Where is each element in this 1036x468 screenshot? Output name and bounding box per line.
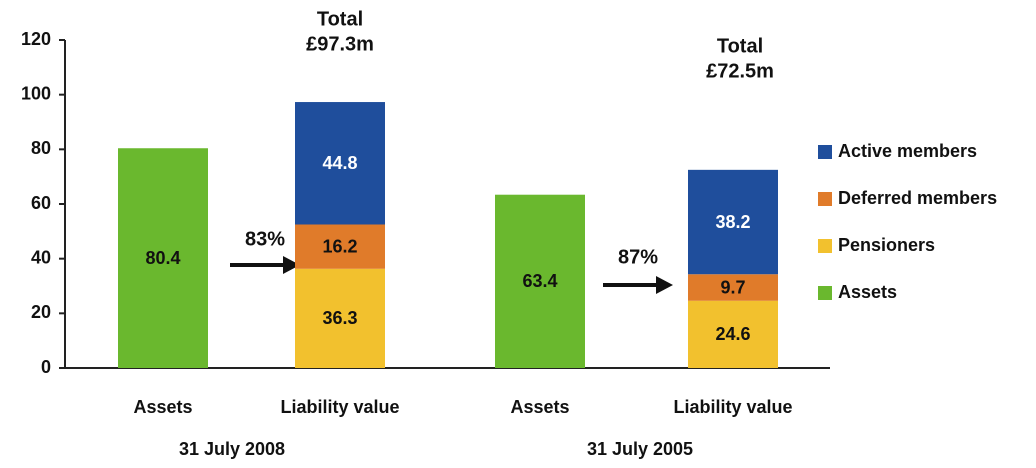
legend-swatch (818, 286, 832, 300)
x-tick-label: Liability value (673, 397, 792, 417)
y-tick-label: 40 (31, 247, 51, 267)
group-label: 31 July 2005 (587, 439, 693, 459)
arrow-head (656, 276, 673, 294)
bar-segment (295, 268, 385, 368)
annotation: £72.5m (706, 60, 774, 82)
data-label: 36.3 (322, 308, 357, 328)
bar-segment (688, 300, 778, 368)
arrow-head (283, 256, 300, 274)
legend-swatch (818, 239, 832, 253)
data-label: 44.8 (322, 153, 357, 173)
y-tick-label: 20 (31, 302, 51, 322)
data-label: 9.7 (720, 277, 745, 297)
annotation: 83% (245, 228, 285, 250)
legend-label: Assets (838, 282, 897, 302)
data-label: 24.6 (715, 324, 750, 344)
y-tick-label: 120 (21, 29, 51, 49)
data-label: 63.4 (522, 271, 557, 291)
legend-swatch (818, 145, 832, 159)
annotation: 87% (618, 246, 658, 268)
annotation: Total (717, 35, 763, 57)
arrows (230, 256, 673, 294)
legend-label: Active members (838, 141, 977, 161)
bar-segment (118, 148, 208, 368)
x-tick-label: Assets (133, 397, 192, 417)
data-label: 80.4 (145, 248, 180, 268)
legend-swatch (818, 192, 832, 206)
bar-segment (295, 224, 385, 269)
bar-segment (688, 274, 778, 301)
x-tick-label: Assets (510, 397, 569, 417)
legend-label: Deferred members (838, 188, 997, 208)
annotation: £97.3m (306, 33, 374, 55)
bar-segment (295, 102, 385, 225)
bar-segment (688, 169, 778, 275)
y-tick-label: 100 (21, 83, 51, 103)
y-tick-label: 0 (41, 357, 51, 377)
legend-label: Pensioners (838, 235, 935, 255)
y-tick-label: 60 (31, 193, 51, 213)
data-label: 16.2 (322, 236, 357, 256)
group-label: 31 July 2008 (179, 439, 285, 459)
x-tick-label: Liability value (280, 397, 399, 417)
y-tick-label: 80 (31, 138, 51, 158)
data-label: 38.2 (715, 212, 750, 232)
bar-segment (495, 194, 585, 368)
annotation: Total (317, 8, 363, 30)
